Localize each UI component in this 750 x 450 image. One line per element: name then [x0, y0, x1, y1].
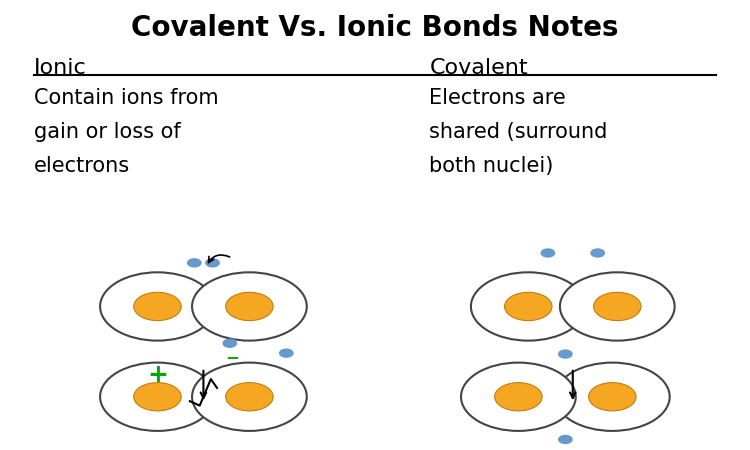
Text: Electrons are: Electrons are — [430, 88, 566, 108]
Circle shape — [461, 363, 576, 431]
Text: +: + — [147, 363, 168, 387]
Circle shape — [593, 292, 641, 320]
Text: shared (surround: shared (surround — [430, 122, 608, 142]
Text: Covalent: Covalent — [430, 58, 528, 78]
Circle shape — [226, 382, 273, 411]
Text: gain or loss of: gain or loss of — [34, 122, 181, 142]
Circle shape — [280, 349, 293, 357]
Circle shape — [559, 350, 572, 358]
Circle shape — [589, 382, 636, 411]
Text: Contain ions from: Contain ions from — [34, 88, 218, 108]
Circle shape — [542, 249, 554, 257]
Circle shape — [134, 292, 182, 320]
Circle shape — [560, 272, 675, 341]
Circle shape — [495, 382, 542, 411]
Text: both nuclei): both nuclei) — [430, 156, 554, 176]
Text: −: − — [225, 348, 239, 366]
Circle shape — [206, 259, 219, 267]
Circle shape — [100, 363, 214, 431]
Circle shape — [591, 249, 604, 257]
Circle shape — [226, 292, 273, 320]
Circle shape — [505, 292, 552, 320]
Circle shape — [555, 363, 670, 431]
Circle shape — [192, 272, 307, 341]
Text: Ionic: Ionic — [34, 58, 86, 78]
Circle shape — [188, 259, 201, 267]
Circle shape — [134, 382, 182, 411]
Text: Covalent Vs. Ionic Bonds Notes: Covalent Vs. Ionic Bonds Notes — [131, 14, 619, 42]
Circle shape — [192, 363, 307, 431]
Text: electrons: electrons — [34, 156, 130, 176]
Circle shape — [223, 339, 236, 347]
Circle shape — [559, 436, 572, 443]
Circle shape — [100, 272, 214, 341]
Circle shape — [471, 272, 586, 341]
